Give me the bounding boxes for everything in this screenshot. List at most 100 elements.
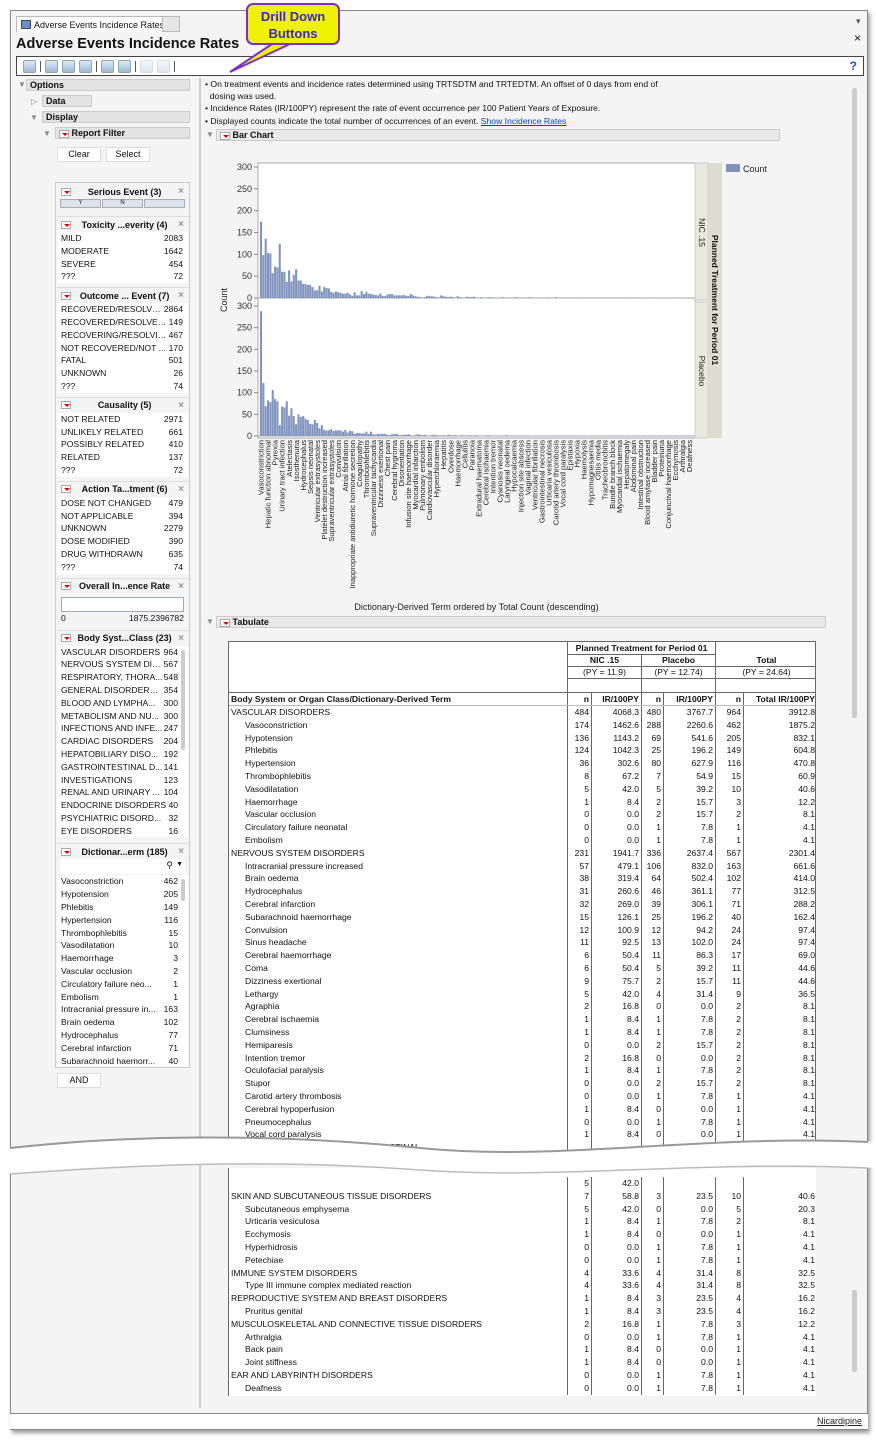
filter-item[interactable]: RECOVERING/RESOLVING 467: [57, 328, 188, 342]
report-filter-header[interactable]: Report Filter: [55, 127, 190, 139]
serious-Y-button[interactable]: Y: [60, 199, 101, 208]
filter-item[interactable]: UNKNOWN 26: [57, 367, 188, 380]
table-row[interactable]: Vasodilatation 5 42.0 5 39.2 10 40.6: [229, 782, 815, 796]
filter-item[interactable]: CARDIAC DISORDERS 204: [57, 735, 188, 748]
table-row[interactable]: Embolism 0 0.0 1 7.8 1 4.1: [229, 834, 815, 847]
show-incidence-rates-link[interactable]: Show Incidence Rates: [480, 116, 567, 126]
filter-item[interactable]: ??? 72: [57, 463, 188, 477]
red-triangle-menu-icon[interactable]: [61, 582, 71, 591]
table-row[interactable]: 5 42.0: [229, 1177, 816, 1190]
filter-item[interactable]: NOT RECOVERED/NOT ... 170: [57, 341, 188, 355]
nicardipine-link[interactable]: Nicardipine: [816, 1416, 862, 1426]
filter-item[interactable]: BLOOD AND LYMPHA... 300: [57, 696, 188, 710]
collapse-triangle-icon[interactable]: ▼: [18, 80, 26, 89]
filter-item[interactable]: RESPIRATORY, THORA... 548: [57, 671, 188, 684]
expand-triangle-icon[interactable]: ▷: [31, 97, 38, 106]
table-row[interactable]: Petechiae 0 0.0 1 7.8 1 4.1: [229, 1253, 816, 1267]
table-row[interactable]: Dizziness exertional 9 75.7 2 15.7 11 44.6: [229, 974, 815, 988]
table-row[interactable]: Carotid artery thrombosis 0 0.0 1 7.8 1 4.1: [229, 1090, 815, 1103]
data-header[interactable]: Data: [42, 95, 92, 107]
filter-item[interactable]: ENDOCRINE DISORDERS 40: [57, 799, 188, 812]
filter-item[interactable]: NERVOUS SYSTEM DIS... 567: [57, 658, 188, 672]
filter-item[interactable]: METABOLISM AND NU... 300: [57, 709, 188, 723]
table-row[interactable]: REPRODUCTIVE SYSTEM AND BREAST DISORDERS…: [229, 1292, 816, 1305]
filter-item[interactable]: POSSIBLY RELATED 410: [57, 438, 188, 452]
red-triangle-menu-icon[interactable]: [61, 485, 71, 494]
table-row[interactable]: Pneumocephalus 0 0.0 1 7.8 1 4.1: [229, 1115, 815, 1129]
export-icon[interactable]: [23, 59, 36, 73]
filter-item[interactable]: INFECTIONS AND INFE... 247: [57, 722, 188, 736]
collapse-triangle-icon[interactable]: ▼: [206, 130, 214, 139]
table-row[interactable]: Circulatory failure neonatal 0 0.0 1 7.8 1 4.1: [229, 821, 815, 834]
filter-item[interactable]: Cerebral infarction 71: [57, 1041, 188, 1055]
collapse-triangle-icon[interactable]: ▼: [30, 113, 38, 122]
scrollbar-thumb[interactable]: [181, 649, 185, 750]
close-icon[interactable]: ×: [178, 632, 184, 644]
table-row[interactable]: Vocal cord paralysis 1 8.4 0 0.0 1 4.1: [229, 1128, 815, 1142]
filter-item[interactable]: Hydrocephalus 77: [57, 1029, 188, 1042]
display-header[interactable]: Display: [42, 111, 190, 123]
table-row[interactable]: VASCULAR DISORDERS 484 4068.3 480 3767.7 964 3…: [229, 706, 815, 719]
filter-item[interactable]: DOSE MODIFIED 390: [57, 535, 188, 548]
table-row[interactable]: Thrombophlebitis 8 67.2 7 54.9 15 60.9: [229, 770, 815, 783]
filter-item[interactable]: Circulatory failure neo... 1: [57, 977, 188, 991]
clear-button[interactable]: Clear: [57, 147, 101, 162]
help-icon[interactable]: ?: [849, 59, 857, 73]
splitter[interactable]: [199, 78, 201, 1408]
table-row[interactable]: Vasoconstriction 174 1462.6 288 2260.6 462 187…: [229, 718, 815, 732]
table-row[interactable]: Hyperhidrosis 0 0.0 1 7.8 1 4.1: [229, 1241, 816, 1254]
subject-icon[interactable]: [79, 59, 92, 73]
filter-item[interactable]: RECOVERED/RESOLVED 2864: [57, 303, 188, 316]
filter-item[interactable]: GENERAL DISORDERS ... 354: [57, 683, 188, 697]
table-row[interactable]: IMMUNE SYSTEM DISORDERS 4 33.6 4 31.4 8 32.5: [229, 1266, 816, 1280]
table-row[interactable]: Cerebral ischaemia 1 8.4 1 7.8 2 8.1: [229, 1013, 815, 1026]
table-row[interactable]: Back pain 1 8.4 0 0.0 1 4.1: [229, 1343, 816, 1357]
tab-adverse-events[interactable]: Adverse Events Incidence Rates: [16, 16, 170, 32]
red-triangle-menu-icon[interactable]: [61, 401, 71, 410]
drill-down-icon[interactable]: [101, 59, 114, 73]
table-row[interactable]: Pruritus genital 1 8.4 3 23.5 4 16.2: [229, 1305, 816, 1318]
filter-item[interactable]: Embolism 1: [57, 990, 188, 1004]
table-row[interactable]: Hemiparesis 0 0.0 2 15.7 2 8.1: [229, 1038, 815, 1052]
table-row[interactable]: Hypotension 136 1143.2 69 541.6 205 832.1: [229, 731, 815, 745]
red-triangle-menu-icon[interactable]: [59, 129, 69, 138]
filter-item[interactable]: Vasodilatation 10: [57, 939, 188, 953]
table-row[interactable]: Cerebral infarction 32 269.0 39 306.1 71 288.2: [229, 898, 815, 911]
filter-item[interactable]: INVESTIGATIONS 123: [57, 773, 188, 787]
table-row[interactable]: Vascular occlusion 0 0.0 2 15.7 2 8.1: [229, 808, 815, 822]
options-header[interactable]: Options: [26, 79, 190, 91]
filter-item[interactable]: PSYCHIATRIC DISORD... 32: [57, 811, 188, 825]
table-row[interactable]: Deafness 0 0.0 1 7.8 1 4.1: [229, 1381, 816, 1395]
table-row[interactable]: Hypertension 36 302.6 80 627.9 116 470.8: [229, 757, 815, 770]
table-row[interactable]: Brain oedema 38 319.4 64 502.4 102 414.0: [229, 872, 815, 886]
collapse-triangle-icon[interactable]: ▼: [43, 129, 51, 138]
table-row[interactable]: Ecchymosis 1 8.4 0 0.0 1 4.1: [229, 1228, 816, 1241]
table-row[interactable]: Coma 6 50.4 5 39.2 11 44.6: [229, 962, 815, 975]
close-icon[interactable]: ×: [178, 483, 184, 495]
select-button[interactable]: Select: [106, 147, 150, 162]
table-row[interactable]: MUSCULOSKELETAL AND CONNECTIVE TISSUE DI…: [229, 1317, 816, 1331]
red-triangle-menu-icon[interactable]: [61, 187, 71, 196]
red-triangle-menu-icon[interactable]: [61, 847, 71, 856]
table-row[interactable]: Hydrocephalus 31 260.6 46 361.1 77 312.5: [229, 885, 815, 898]
table-row[interactable]: Phlebitis 124 1042.3 25 196.2 149 604.8: [229, 744, 815, 758]
bar-chart-header[interactable]: Bar Chart: [216, 129, 780, 141]
table-row[interactable]: Cerebral haemorrhage 6 50.4 11 86.3 17 69.0: [229, 949, 815, 962]
filter-item[interactable]: UNKNOWN 2279: [57, 522, 188, 536]
close-icon[interactable]: ×: [854, 31, 862, 45]
table-row[interactable]: Urticaria vesiculosa 1 8.4 1 7.8 2 8.1: [229, 1215, 816, 1229]
serious-blank-button[interactable]: [144, 199, 185, 208]
close-icon[interactable]: ×: [178, 290, 184, 302]
close-icon[interactable]: ×: [178, 399, 184, 411]
pdf-icon[interactable]: [62, 59, 75, 73]
filter-item[interactable]: RECOVERED/RESOLVED ... 149: [57, 315, 188, 329]
chevron-down-icon[interactable]: ▼: [176, 861, 183, 869]
close-icon[interactable]: ×: [178, 219, 184, 230]
filter-item[interactable]: Brain oedema 102: [57, 1016, 188, 1030]
red-triangle-menu-icon[interactable]: [61, 220, 71, 229]
filter-item[interactable]: ??? 74: [57, 560, 188, 574]
table-row[interactable]: Joint stiffness 1 8.4 0 0.0 1 4.1: [229, 1356, 816, 1369]
table-row[interactable]: Type III immune complex mediated reactio…: [229, 1279, 816, 1293]
close-icon[interactable]: ×: [178, 186, 184, 197]
table-row[interactable]: Clumsiness 1 8.4 1 7.8 2 8.1: [229, 1026, 815, 1039]
